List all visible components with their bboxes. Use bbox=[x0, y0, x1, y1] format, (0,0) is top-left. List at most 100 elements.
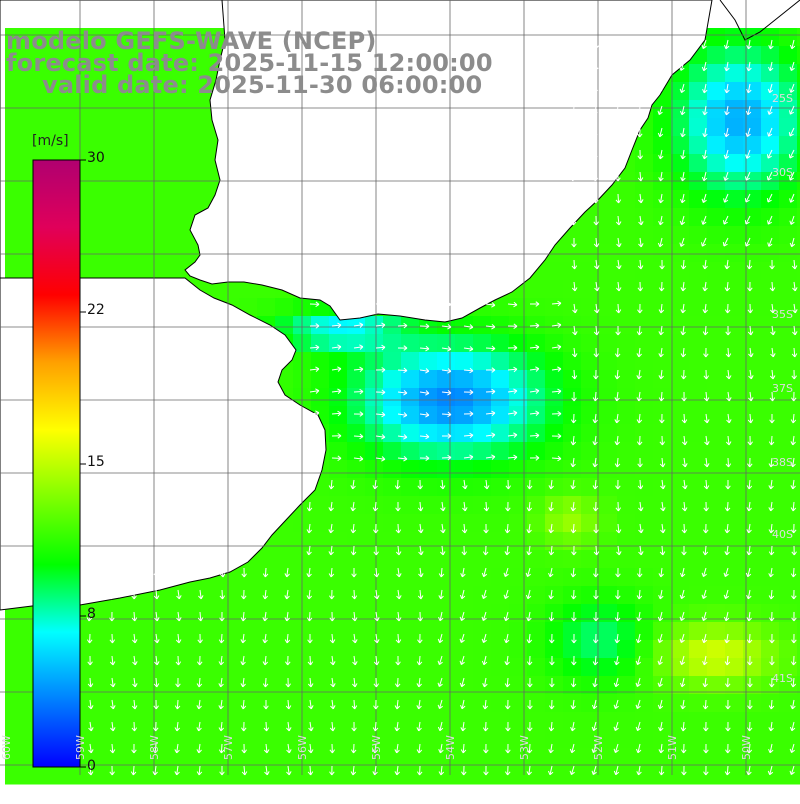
speed-cell bbox=[581, 496, 600, 515]
speed-cell bbox=[113, 190, 132, 209]
colorbar bbox=[0, 0, 110, 800]
speed-cell bbox=[491, 766, 510, 785]
speed-cell bbox=[617, 316, 636, 335]
speed-cell bbox=[545, 370, 564, 389]
longitude-label: 56W bbox=[296, 735, 309, 760]
speed-cell bbox=[473, 406, 492, 425]
speed-cell bbox=[617, 334, 636, 353]
speed-cell bbox=[383, 658, 402, 677]
speed-cell bbox=[599, 388, 618, 407]
speed-cell bbox=[671, 712, 690, 731]
speed-cell bbox=[473, 514, 492, 533]
speed-cell bbox=[689, 766, 708, 785]
speed-cell bbox=[167, 730, 186, 749]
speed-cell bbox=[383, 424, 402, 443]
speed-cell bbox=[563, 712, 582, 731]
speed-cell bbox=[419, 766, 438, 785]
speed-cell bbox=[725, 442, 744, 461]
speed-cell bbox=[545, 406, 564, 425]
speed-cell bbox=[167, 100, 186, 119]
speed-cell bbox=[671, 406, 690, 425]
speed-cell bbox=[185, 658, 204, 677]
latitude-label: 35S bbox=[772, 308, 793, 321]
speed-cell bbox=[671, 496, 690, 515]
speed-cell bbox=[221, 586, 240, 605]
speed-cell bbox=[617, 406, 636, 425]
speed-cell bbox=[617, 658, 636, 677]
speed-cell bbox=[635, 424, 654, 443]
speed-cell bbox=[365, 532, 384, 551]
speed-cell bbox=[185, 136, 204, 155]
speed-cell bbox=[635, 136, 654, 155]
speed-cell bbox=[401, 424, 420, 443]
speed-cell bbox=[167, 118, 186, 137]
speed-cell bbox=[419, 496, 438, 515]
speed-cell bbox=[473, 658, 492, 677]
speed-cell bbox=[635, 694, 654, 713]
speed-cell bbox=[527, 280, 546, 299]
speed-cell bbox=[581, 622, 600, 641]
speed-cell bbox=[275, 640, 294, 659]
speed-cell bbox=[239, 604, 258, 623]
speed-cell bbox=[563, 334, 582, 353]
speed-cell bbox=[401, 766, 420, 785]
speed-cell bbox=[437, 334, 456, 353]
speed-cell bbox=[329, 370, 348, 389]
speed-cell bbox=[581, 532, 600, 551]
speed-cell bbox=[311, 352, 330, 371]
speed-cell bbox=[149, 712, 168, 731]
speed-cell bbox=[689, 136, 708, 155]
speed-cell bbox=[671, 388, 690, 407]
speed-cell bbox=[149, 100, 168, 119]
speed-cell bbox=[149, 136, 168, 155]
speed-cell bbox=[635, 496, 654, 515]
speed-cell bbox=[599, 766, 618, 785]
speed-cell bbox=[707, 568, 726, 587]
speed-cell bbox=[761, 208, 780, 227]
speed-cell bbox=[761, 586, 780, 605]
speed-cell bbox=[635, 730, 654, 749]
speed-cell bbox=[347, 334, 366, 353]
speed-cell bbox=[599, 478, 618, 497]
speed-cell bbox=[167, 136, 186, 155]
speed-cell bbox=[437, 550, 456, 569]
speed-cell bbox=[671, 136, 690, 155]
speed-cell bbox=[707, 766, 726, 785]
speed-cell bbox=[383, 766, 402, 785]
speed-cell bbox=[509, 550, 528, 569]
speed-cell bbox=[599, 442, 618, 461]
speed-cell bbox=[707, 136, 726, 155]
speed-cell bbox=[203, 604, 222, 623]
speed-cell bbox=[419, 586, 438, 605]
speed-cell bbox=[383, 532, 402, 551]
speed-cell bbox=[437, 586, 456, 605]
speed-cell bbox=[779, 550, 798, 569]
speed-cell bbox=[401, 604, 420, 623]
speed-cell bbox=[545, 568, 564, 587]
speed-cell bbox=[491, 496, 510, 515]
speed-cell bbox=[347, 514, 366, 533]
speed-cell bbox=[239, 640, 258, 659]
speed-cell bbox=[473, 532, 492, 551]
speed-cell bbox=[113, 226, 132, 245]
colorbar-tick-30: 30 bbox=[87, 150, 105, 166]
speed-cell bbox=[563, 622, 582, 641]
speed-cell bbox=[653, 100, 672, 119]
speed-cell bbox=[185, 154, 204, 173]
speed-cell bbox=[437, 460, 456, 479]
speed-cell bbox=[545, 496, 564, 515]
speed-cell bbox=[491, 460, 510, 479]
speed-cell bbox=[779, 730, 798, 749]
speed-cell bbox=[491, 712, 510, 731]
speed-cell bbox=[617, 532, 636, 551]
speed-cell bbox=[509, 622, 528, 641]
speed-cell bbox=[509, 568, 528, 587]
speed-cell bbox=[401, 550, 420, 569]
speed-cell bbox=[473, 478, 492, 497]
speed-cell bbox=[707, 640, 726, 659]
speed-cell bbox=[725, 46, 744, 65]
speed-cell bbox=[707, 532, 726, 551]
speed-cell bbox=[311, 388, 330, 407]
speed-cell bbox=[113, 766, 132, 785]
speed-cell bbox=[707, 514, 726, 533]
